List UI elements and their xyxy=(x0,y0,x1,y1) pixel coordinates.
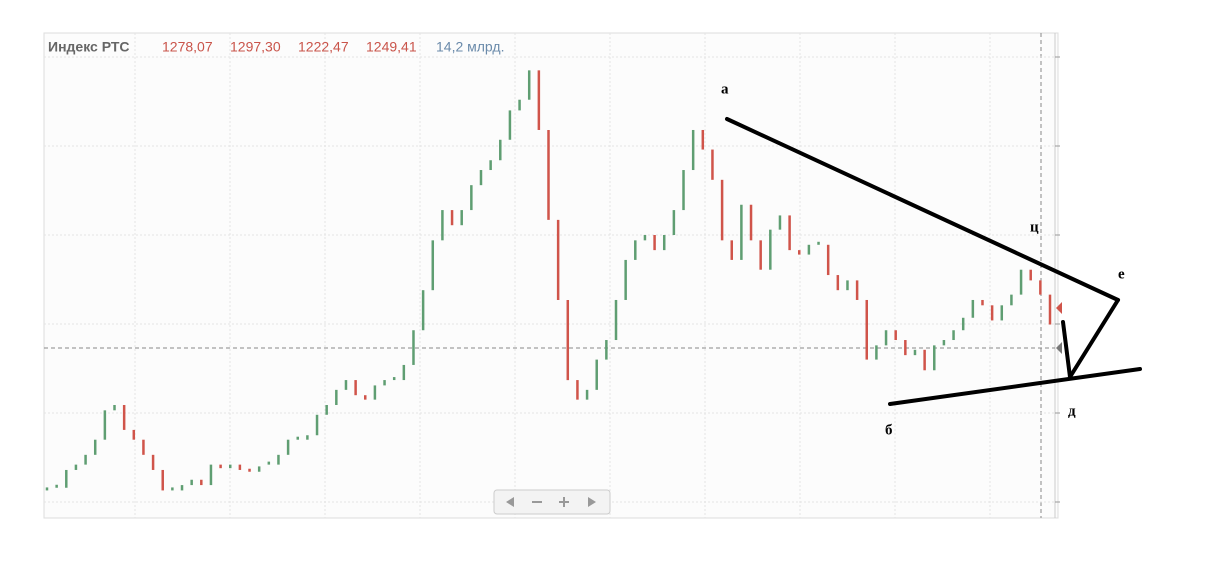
wave-label: е xyxy=(1118,266,1125,282)
zoom-in[interactable] xyxy=(559,497,569,507)
wave-label: ц xyxy=(1030,219,1039,235)
wave-label: а xyxy=(721,81,729,97)
last-price-marker xyxy=(1056,302,1062,314)
low-label: 1222,47 xyxy=(298,39,349,55)
scroll-right[interactable] xyxy=(588,497,596,507)
title: Индекс РТС xyxy=(48,39,130,55)
zoom-out[interactable] xyxy=(532,501,542,503)
scroll-left[interactable] xyxy=(506,497,514,507)
vertical-grid xyxy=(134,33,991,518)
high-label: 1297,30 xyxy=(230,39,281,55)
wave-label: д xyxy=(1068,403,1076,419)
pattern-lines xyxy=(725,117,1142,406)
crosshair-marker xyxy=(1056,342,1062,354)
zoom-bar xyxy=(493,489,611,515)
bars xyxy=(44,56,1060,503)
wave-label: б xyxy=(885,422,893,438)
zoom-controls xyxy=(493,489,611,515)
volume-label: 14,2 млрд. xyxy=(436,39,504,55)
open-label: 1278,07 xyxy=(162,39,213,55)
close-label: 1249,41 xyxy=(366,39,417,55)
plot-area xyxy=(43,32,1059,519)
